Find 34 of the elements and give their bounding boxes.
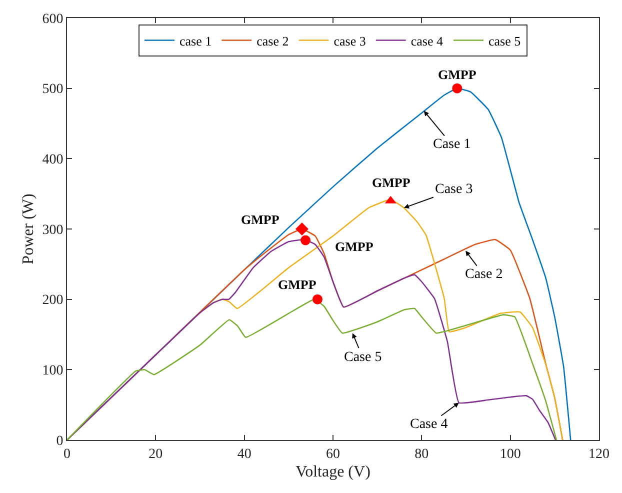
y-tick-label: 300	[42, 222, 64, 238]
y-tick-label: 400	[42, 152, 64, 168]
y-tick-label: 500	[42, 82, 64, 98]
legend-label: case 3	[334, 33, 366, 48]
x-axis-title: Voltage (V)	[296, 464, 370, 480]
legend-label: case 5	[488, 33, 521, 48]
annotation: Case 4	[410, 417, 448, 432]
point	[312, 294, 322, 304]
y-tick-label: 600	[42, 12, 64, 27]
legend-label: case 4	[410, 33, 444, 48]
annotation: GMPP	[241, 212, 280, 227]
x-tick-label: 120	[588, 446, 610, 462]
annotation: Case 3	[435, 182, 473, 197]
annotation: GMPP	[372, 175, 410, 190]
point	[300, 235, 311, 246]
x-tick-label: 60	[326, 446, 340, 462]
y-tick-label: 100	[42, 364, 64, 379]
annotation: GMPP	[335, 239, 374, 254]
y-axis-title: Power (W)	[20, 194, 38, 264]
y-tick-label: 0	[56, 434, 64, 449]
annotation: GMPP	[278, 277, 316, 292]
x-tick-label: 80	[414, 446, 429, 462]
point	[452, 83, 462, 94]
legend-label: case 1	[180, 33, 212, 48]
y-tick-label: 200	[42, 293, 64, 308]
legend-label: case 2	[256, 33, 289, 48]
x-tick-label: 100	[500, 446, 521, 462]
annotation: Case 2	[465, 267, 503, 282]
x-tick-label: 40	[237, 446, 252, 462]
point	[295, 222, 308, 236]
annotation: Case 1	[433, 137, 471, 152]
annotation: Case 5	[344, 350, 382, 365]
x-tick-label: 20	[148, 446, 163, 462]
annotation: GMPP	[438, 67, 476, 82]
